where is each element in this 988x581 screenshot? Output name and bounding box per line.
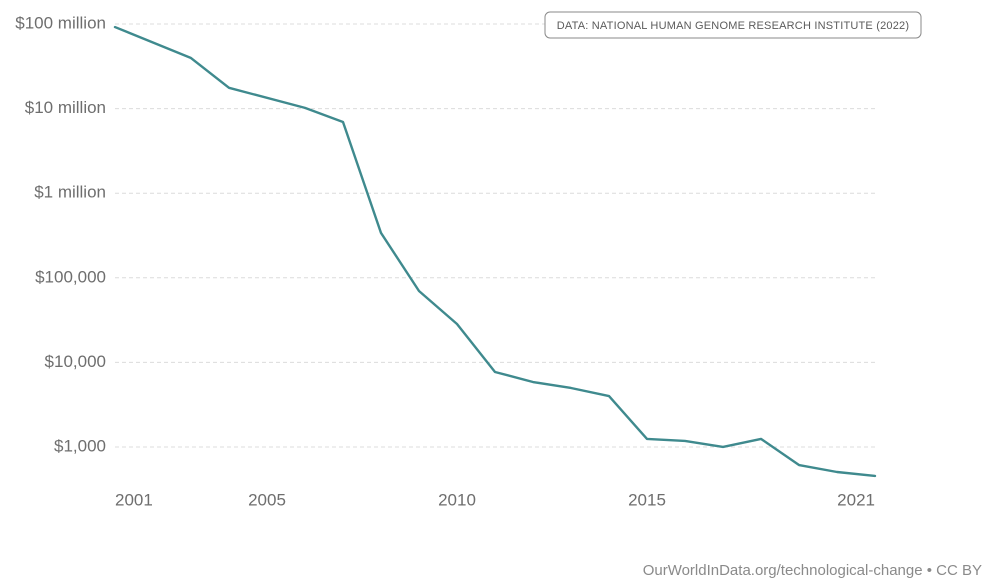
y-tick-label: $10,000 (45, 352, 106, 371)
y-tick-label: $1 million (34, 183, 106, 202)
x-tick-label: 2021 (837, 490, 875, 509)
annotation-text: DATA: NATIONAL HUMAN GENOME RESEARCH INS… (557, 20, 909, 32)
y-tick-label: $1,000 (54, 436, 106, 455)
source-annotation: DATA: NATIONAL HUMAN GENOME RESEARCH INS… (544, 11, 922, 39)
annotation-frame (544, 11, 922, 39)
grid (115, 23, 875, 448)
x-tick-label: 2005 (248, 490, 286, 509)
y-tick-label: $100 million (15, 13, 106, 32)
y-tick-label: $10 million (25, 98, 106, 117)
footer: OurWorldInData.org/technological-change … (643, 562, 982, 579)
x-tick-label: 2015 (628, 490, 666, 509)
data-line (113, 25, 877, 478)
x-tick-label: 2010 (438, 490, 476, 509)
x-tick-label: 2001 (115, 490, 153, 509)
y-tick-label: $100,000 (35, 267, 106, 286)
